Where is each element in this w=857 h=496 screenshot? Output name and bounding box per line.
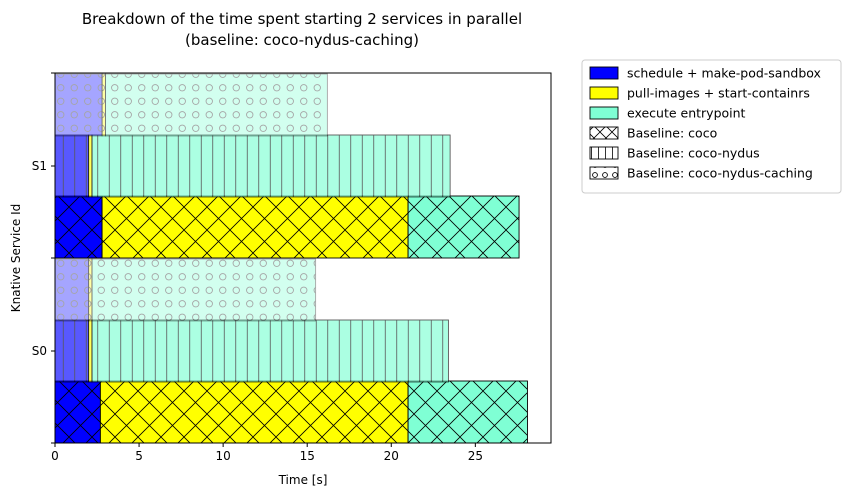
legend-stage-pull-images[interactable]: pull-images + start-containrs — [589, 86, 810, 101]
legend-vertical-label: Baseline: coco-nydus — [627, 146, 760, 161]
legend-stage-execute[interactable]: execute entrypoint — [589, 106, 746, 121]
bar-s0-vertical-stage-2 — [88, 319, 93, 383]
legend-cross[interactable]: Baseline: coco — [589, 126, 717, 141]
y-tick-label-s1: S1 — [32, 159, 47, 173]
bar-s0-vertical-stage-3 — [91, 319, 449, 383]
x-axis-label: Time [s] — [278, 473, 328, 487]
bar-s1-circles-stage-3 — [104, 73, 328, 137]
legend-circles-label: Baseline: coco-nydus-caching — [627, 166, 813, 181]
bars-group — [54, 73, 528, 444]
bar-s1-circles-stage-1 — [54, 73, 103, 137]
bar-s1-vertical-stage-1 — [54, 134, 90, 198]
chart-title-line-1: Breakdown of the time spent starting 2 s… — [82, 10, 522, 28]
legend-frame — [581, 59, 842, 194]
bar-s1-cross-stage-1 — [54, 195, 103, 259]
bar-s0-circles-stage-2 — [88, 258, 93, 322]
bar-s0-cross-stage-2 — [99, 380, 409, 444]
y-axis-label: Knative Service Id — [9, 204, 23, 313]
bar-s0-cross-stage-1 — [54, 380, 101, 444]
legend-circles[interactable]: Baseline: coco-nydus-caching — [589, 166, 813, 181]
bar-s0-circles-stage-3 — [91, 258, 317, 322]
x-tick-label-25: 25 — [468, 449, 483, 463]
bar-s0-circles-stage-1 — [54, 258, 90, 322]
bar-s1-cross-stage-2 — [101, 195, 409, 259]
bar-s0-vertical-stage-1 — [54, 319, 90, 383]
x-axis-ticks: 0 5 10 15 20 25 — [51, 443, 483, 463]
bar-s1-vertical-stage-3 — [91, 134, 451, 198]
legend-stage-schedule-label: schedule + make-pod-sandbox — [627, 66, 821, 81]
legend-stage-execute-label: execute entrypoint — [627, 106, 746, 121]
bar-s1-circles-stage-2 — [101, 73, 106, 137]
y-axis-ticks: S0 S1 — [32, 72, 55, 444]
x-tick-label-5: 5 — [135, 449, 143, 463]
bar-s0-cross-stage-3 — [407, 380, 528, 444]
x-tick-label-15: 15 — [300, 449, 315, 463]
bar-s1-cross-stage-3 — [407, 195, 520, 259]
legend[interactable]: schedule + make-pod-sandbox pull-images +… — [581, 59, 842, 194]
x-tick-label-0: 0 — [51, 449, 59, 463]
bar-s1-vertical-stage-2 — [88, 134, 93, 198]
x-tick-label-20: 20 — [384, 449, 399, 463]
y-tick-label-s0: S0 — [32, 344, 47, 358]
legend-stage-pull-images-label: pull-images + start-containrs — [627, 86, 810, 101]
legend-vertical[interactable]: Baseline: coco-nydus — [589, 146, 760, 161]
chart-title-line-2: (baseline: coco-nydus-caching) — [185, 31, 419, 49]
x-tick-label-10: 10 — [215, 449, 230, 463]
legend-stage-schedule[interactable]: schedule + make-pod-sandbox — [589, 66, 821, 81]
legend-cross-label: Baseline: coco — [627, 126, 717, 141]
